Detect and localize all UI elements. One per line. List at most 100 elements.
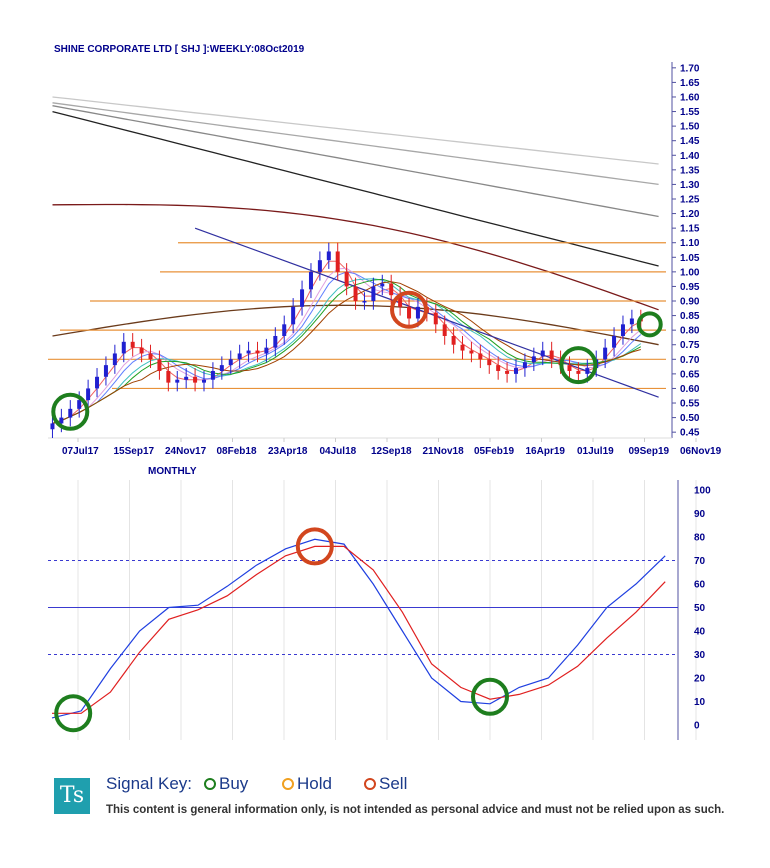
candle-body bbox=[496, 365, 501, 371]
candle-body bbox=[77, 400, 82, 409]
weekly-x-tick-label: 05Feb19 bbox=[474, 446, 514, 457]
sell-signal-circle bbox=[295, 527, 334, 566]
buy-ring-icon bbox=[204, 778, 216, 790]
weekly-y-tick-label: 0.80 bbox=[680, 326, 700, 337]
candle-body bbox=[130, 341, 135, 348]
candle-body bbox=[184, 376, 189, 380]
candle-body bbox=[522, 362, 527, 369]
candle-body bbox=[237, 353, 242, 360]
weekly-y-tick-label: 1.50 bbox=[680, 122, 700, 133]
hold-key-label: Hold bbox=[297, 774, 332, 793]
candle-body bbox=[255, 350, 260, 354]
weekly-y-tick-label: 1.60 bbox=[680, 92, 700, 103]
candle-body bbox=[326, 251, 331, 261]
weekly-y-tick-label: 1.35 bbox=[680, 165, 700, 176]
disclaimer-text: This content is general information only… bbox=[106, 804, 725, 816]
weekly-y-tick-label: 0.95 bbox=[680, 282, 700, 293]
monthly-y-tick-label: 90 bbox=[694, 509, 706, 520]
monthly-plot-area bbox=[48, 480, 690, 740]
moving-average-line bbox=[52, 105, 659, 218]
weekly-y-tick-label: 0.60 bbox=[680, 384, 700, 395]
weekly-y-tick-label: 1.20 bbox=[680, 209, 700, 220]
candle-body bbox=[603, 347, 608, 360]
sell-key-label: Sell bbox=[379, 774, 408, 793]
candle-body bbox=[246, 350, 251, 354]
monthly-y-tick-label: 40 bbox=[694, 627, 706, 638]
weekly-y-tick-label: 1.55 bbox=[680, 107, 700, 118]
monthly-y-tick-label: 100 bbox=[694, 486, 711, 497]
candle-body bbox=[219, 365, 224, 371]
weekly-x-tick-label: 06Nov19 bbox=[680, 446, 722, 457]
candle-body bbox=[112, 353, 117, 366]
candle-body bbox=[59, 417, 64, 424]
weekly-x-tick-label: 23Apr18 bbox=[268, 446, 308, 457]
weekly-x-tick-label: 08Feb18 bbox=[217, 446, 257, 457]
buy-signal-circle bbox=[51, 392, 90, 431]
candle-body bbox=[612, 335, 617, 348]
candle-body bbox=[442, 324, 447, 336]
stochastic-line bbox=[51, 538, 666, 719]
weekly-x-tick-label: 12Sep18 bbox=[371, 446, 412, 457]
moving-average-line bbox=[52, 102, 659, 186]
monthly-y-tick-label: 20 bbox=[694, 674, 706, 685]
weekly-y-tick-label: 1.40 bbox=[680, 151, 700, 162]
weekly-y-tick-label: 0.65 bbox=[680, 369, 700, 380]
weekly-y-tick-label: 0.85 bbox=[680, 311, 700, 322]
candle-body bbox=[86, 388, 91, 401]
moving-average-line bbox=[52, 203, 659, 311]
weekly-x-tick-label: 04Jul18 bbox=[320, 446, 357, 457]
candle-body bbox=[567, 365, 572, 371]
signal-key-label: Signal Key: bbox=[106, 774, 192, 793]
candle-body bbox=[415, 306, 420, 319]
buy-key: Buy bbox=[204, 774, 248, 794]
candle-body bbox=[371, 286, 376, 302]
candle-body bbox=[264, 347, 269, 354]
candle-body bbox=[139, 347, 144, 354]
weekly-plot-area bbox=[48, 62, 672, 438]
sell-key: Sell bbox=[364, 774, 407, 794]
sell-signal-circle bbox=[390, 290, 429, 329]
weekly-x-tick-label: 09Sep19 bbox=[629, 446, 670, 457]
candle-body bbox=[576, 370, 581, 374]
weekly-y-tick-label: 1.10 bbox=[680, 238, 700, 249]
candle-body bbox=[398, 295, 403, 307]
buy-signal-circle bbox=[471, 677, 509, 716]
weekly-y-tick-label: 0.75 bbox=[680, 340, 700, 351]
monthly-y-tick-label: 60 bbox=[694, 580, 706, 591]
candle-body bbox=[273, 335, 278, 348]
monthly-y-tick-label: 70 bbox=[694, 556, 706, 567]
candle-body bbox=[157, 359, 162, 371]
weekly-y-tick-label: 1.15 bbox=[680, 224, 700, 235]
candle-body bbox=[620, 324, 625, 336]
candle-body bbox=[193, 376, 198, 383]
monthly-y-tick-label: 80 bbox=[694, 533, 706, 544]
candle-body bbox=[407, 306, 412, 319]
hold-ring-icon bbox=[282, 778, 294, 790]
candle-body bbox=[585, 368, 590, 374]
monthly-y-tick-label: 30 bbox=[694, 650, 706, 661]
candle-body bbox=[50, 423, 55, 430]
candle-body bbox=[317, 260, 322, 272]
candle-body bbox=[344, 271, 349, 287]
buy-key-label: Buy bbox=[219, 774, 249, 793]
candle-body bbox=[166, 370, 171, 383]
weekly-x-tick-label: 16Apr19 bbox=[526, 446, 566, 457]
monthly-y-tick-label: 0 bbox=[694, 721, 700, 732]
candle-body bbox=[103, 365, 108, 377]
weekly-y-tick-label: 1.45 bbox=[680, 136, 700, 147]
moving-average-line bbox=[52, 110, 659, 267]
candle-body bbox=[540, 350, 545, 357]
candle-body bbox=[291, 306, 296, 325]
monthly-chart-title: MONTHLY bbox=[148, 466, 197, 477]
candle-body bbox=[210, 370, 215, 380]
candle-body bbox=[335, 251, 340, 272]
stochastic-line bbox=[52, 545, 666, 714]
candle-body bbox=[202, 379, 206, 383]
weekly-y-tick-label: 0.55 bbox=[680, 399, 700, 410]
candle-body bbox=[549, 350, 554, 360]
moving-average-line bbox=[52, 96, 659, 165]
weekly-y-tick-label: 1.65 bbox=[680, 78, 700, 89]
candle-body bbox=[362, 301, 367, 303]
candle-body bbox=[469, 350, 474, 354]
weekly-y-tick-label: 0.90 bbox=[680, 297, 700, 308]
